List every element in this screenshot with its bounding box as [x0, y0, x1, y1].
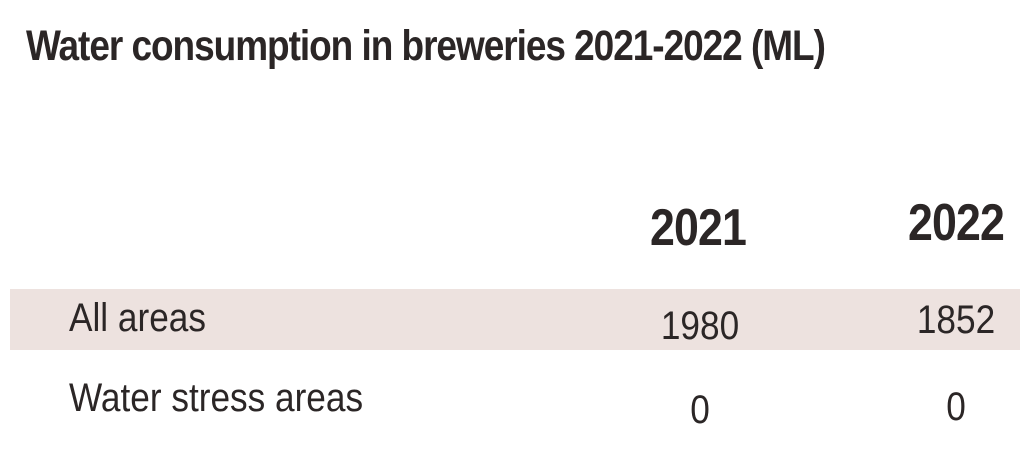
column-header-2021: 2021 [649, 199, 747, 257]
cell-water-stress-areas-2021: 0 [690, 388, 710, 432]
row-label-water-stress-areas: Water stress areas [69, 376, 364, 420]
row-label-all-areas: All areas [69, 296, 206, 340]
cell-water-stress-areas-2022: 0 [946, 385, 966, 429]
column-header-2022: 2022 [907, 194, 1005, 252]
cell-all-areas-2021: 1980 [660, 304, 740, 348]
table-row-highlight [10, 289, 1020, 350]
cell-all-areas-2022: 1852 [916, 298, 996, 342]
chart-title: Water consumption in breweries 2021-2022… [26, 22, 826, 70]
